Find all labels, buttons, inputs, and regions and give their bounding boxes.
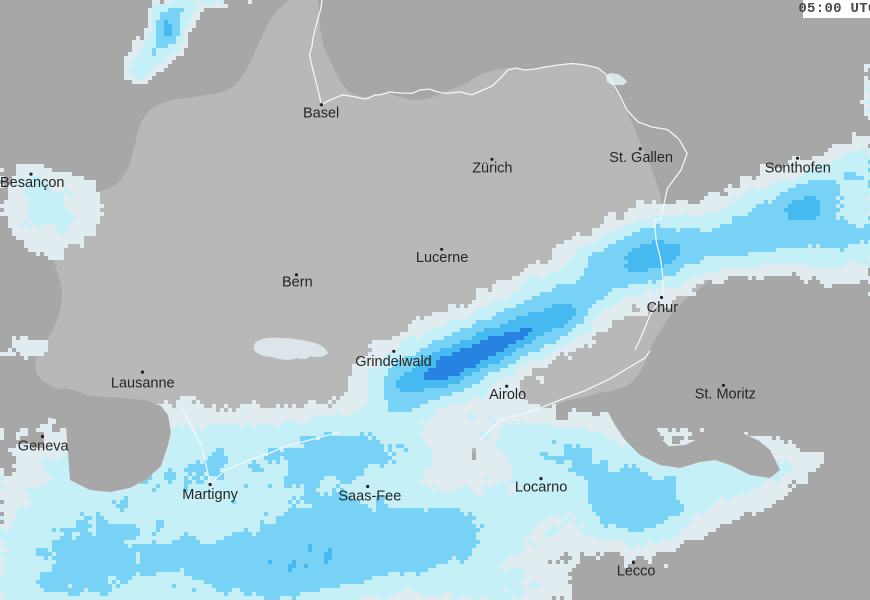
svg-text:Bern: Bern [282, 275, 313, 291]
svg-text:Basel: Basel [303, 106, 339, 122]
svg-text:Lucerne: Lucerne [416, 250, 468, 266]
svg-text:Locarno: Locarno [515, 479, 567, 495]
svg-text:Sonthofen: Sonthofen [765, 160, 831, 176]
svg-text:Airolo: Airolo [489, 387, 526, 403]
svg-text:Martigny: Martigny [182, 487, 238, 503]
svg-text:Saas-Fee: Saas-Fee [338, 488, 401, 504]
svg-text:St. Moritz: St. Moritz [695, 387, 756, 403]
svg-text:Chur: Chur [647, 300, 679, 316]
svg-text:Grindelwald: Grindelwald [355, 354, 432, 370]
svg-text:Besançon: Besançon [0, 175, 65, 191]
svg-text:Zürich: Zürich [472, 161, 512, 177]
svg-text:Lecco: Lecco [617, 564, 656, 580]
svg-text:St. Gallen: St. Gallen [609, 150, 673, 166]
svg-text:Lausanne: Lausanne [111, 375, 175, 391]
svg-text:Geneva: Geneva [18, 438, 70, 454]
